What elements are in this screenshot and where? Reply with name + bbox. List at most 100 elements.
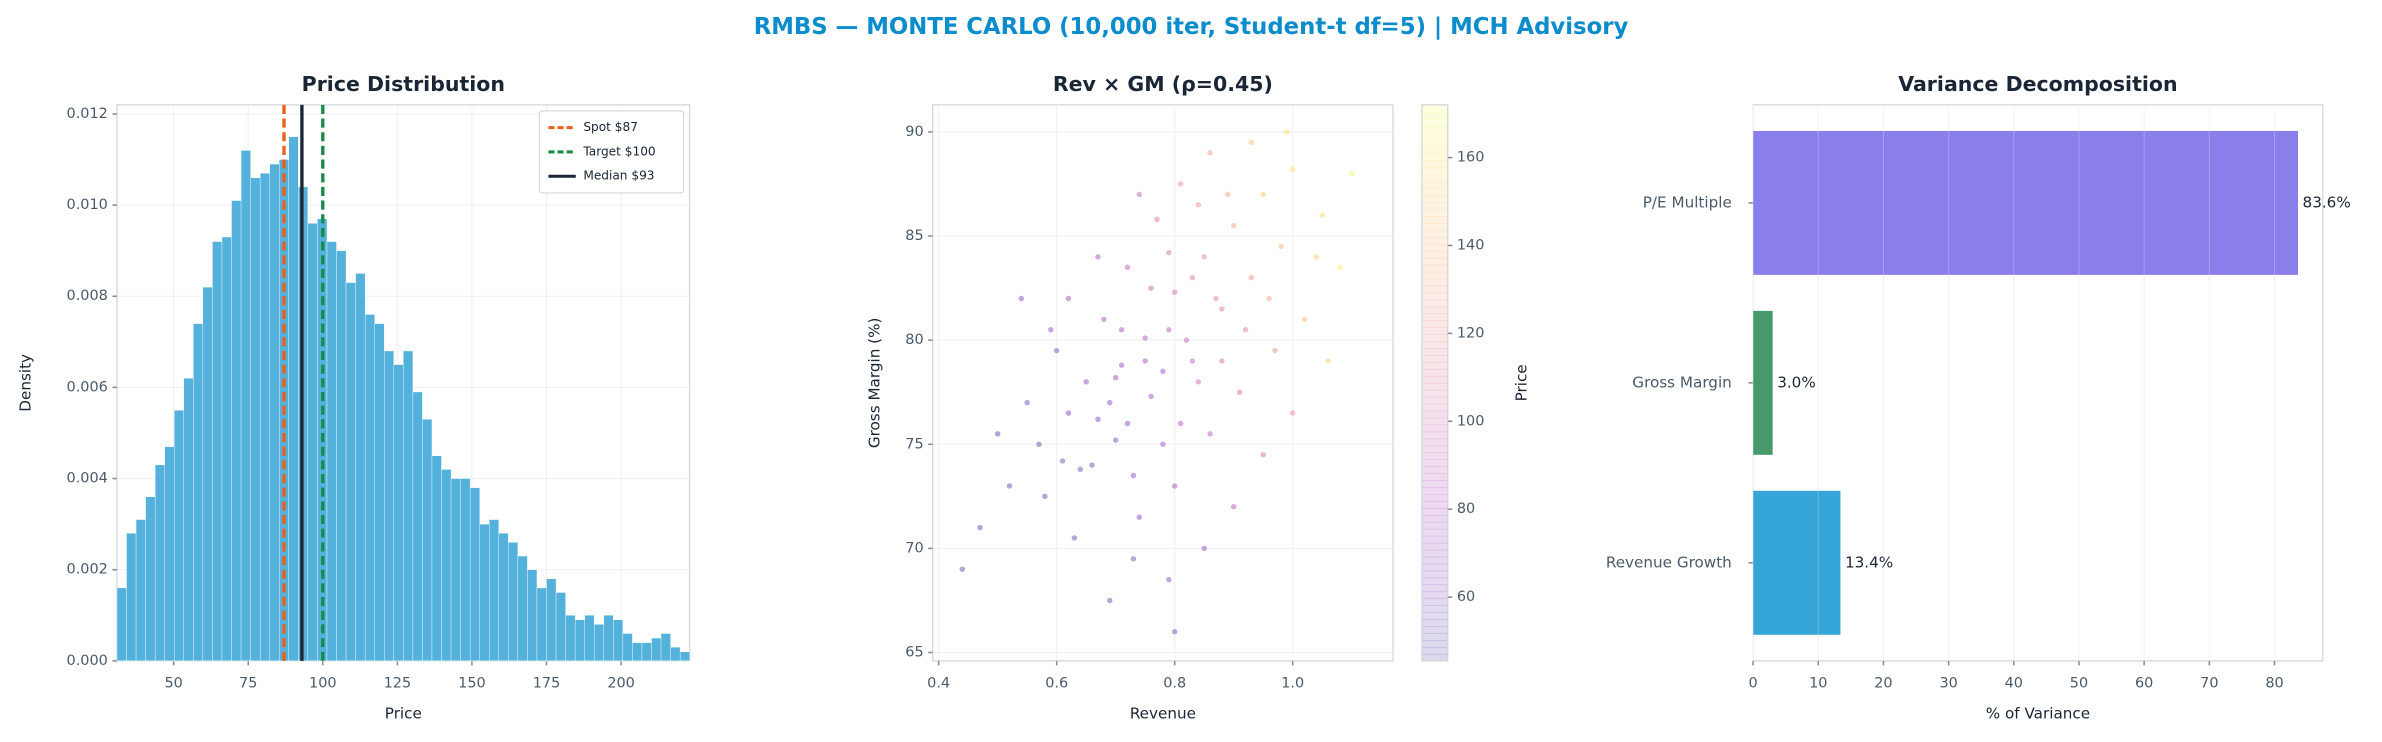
y-tick-label: 65 <box>905 645 923 661</box>
data-label: 83.6% <box>2303 193 2351 211</box>
colorbar-segment <box>1421 494 1448 502</box>
scatter-point <box>1171 289 1178 295</box>
scatter-point <box>1101 316 1107 323</box>
colorbar-segment <box>1421 438 1448 447</box>
histogram-bar <box>364 314 375 662</box>
colorbar-tick-label: 160 <box>1457 150 1485 166</box>
colorbar-segment <box>1421 146 1448 155</box>
colorbar-tick-label: 80 <box>1457 501 1475 517</box>
scatter-point <box>1107 399 1113 406</box>
scatter-point <box>1289 410 1296 416</box>
scatter-point <box>1118 327 1125 333</box>
colorbar-segment <box>1421 480 1448 488</box>
colorbar-segment <box>1421 264 1448 273</box>
x-tick-label: 40 <box>2005 676 2023 692</box>
colorbar-segment <box>1421 368 1448 377</box>
colorbar-segment <box>1421 410 1448 419</box>
y-tick-label: 70 <box>905 540 923 556</box>
histogram-bar <box>193 323 204 662</box>
colorbar-segment <box>1421 174 1448 183</box>
histogram-bar <box>135 519 146 662</box>
colorbar-segment <box>1421 646 1448 655</box>
y-tick-label: 0.006 <box>67 379 108 395</box>
colorbar-segment <box>1421 591 1448 600</box>
chart-title: Rev × GM (ρ=0.45) <box>1053 72 1273 96</box>
scatter-point <box>1230 222 1237 229</box>
scatter-point <box>1071 535 1078 541</box>
scatter-point <box>1207 431 1213 437</box>
histogram-bar <box>154 464 165 662</box>
scatter-point <box>1112 437 1119 443</box>
scatter-point <box>1083 379 1089 385</box>
scatter-point <box>1059 458 1066 464</box>
y-tick-label: Gross Margin <box>1632 373 1732 391</box>
histogram-bar <box>584 615 595 662</box>
scatter-point <box>1219 306 1225 312</box>
colorbar-segment <box>1421 348 1448 356</box>
scatter-point <box>1349 170 1355 177</box>
scatter-point <box>1065 410 1072 416</box>
bar <box>1753 130 2298 275</box>
colorbar-segment <box>1421 236 1448 245</box>
y-tick-label: 85 <box>905 228 923 244</box>
histogram-bar <box>660 633 671 662</box>
legend-box <box>538 110 685 194</box>
colorbar-segment <box>1421 626 1448 634</box>
colorbar-segment <box>1421 403 1448 412</box>
histogram-bar <box>632 642 643 662</box>
histogram-bar <box>613 619 624 662</box>
x-tick-label: 0.8 <box>1163 676 1186 692</box>
histogram-bar <box>212 241 223 662</box>
x-tick-label: 75 <box>239 676 257 692</box>
histogram-bar <box>403 350 414 662</box>
scatter-point <box>1166 249 1172 256</box>
colorbar-segment <box>1421 514 1448 523</box>
colorbar-segment <box>1421 487 1448 495</box>
colorbar-segment <box>1421 250 1448 259</box>
colorbar-segment <box>1421 195 1448 203</box>
scatter-point <box>1177 181 1184 187</box>
histogram-bar <box>422 419 433 662</box>
x-tick-label: 150 <box>458 676 486 692</box>
histogram-bar <box>288 136 299 662</box>
x-axis-label: % of Variance <box>1986 705 2090 723</box>
histogram-bar <box>231 200 242 662</box>
scatter-point <box>1065 295 1072 302</box>
colorbar-segment <box>1421 216 1448 224</box>
colorbar-segment <box>1421 389 1448 398</box>
colorbar-segment <box>1421 549 1448 558</box>
colorbar-segment <box>1421 452 1448 461</box>
x-tick-label: 0 <box>1748 676 1757 692</box>
histogram-bar <box>555 592 566 662</box>
scatter-point <box>1130 472 1137 479</box>
scatter-point <box>1112 374 1119 381</box>
x-tick-label: 200 <box>607 676 635 692</box>
suptitle: RMBS — MONTE CARLO (10,000 iter, Student… <box>754 14 1629 40</box>
colorbar-frame <box>1421 104 1449 662</box>
scatter-point <box>1095 254 1101 260</box>
histogram-bar <box>527 569 538 662</box>
colorbar-segment <box>1421 285 1448 294</box>
y-axis-label: Gross Margin (%) <box>866 318 884 449</box>
colorbar-segment <box>1421 209 1448 217</box>
histogram-bar <box>240 150 251 662</box>
histogram-bar <box>679 651 690 662</box>
scatter-point <box>977 524 983 531</box>
scatter-point <box>1160 441 1166 448</box>
histogram-bar <box>536 587 547 662</box>
colorbar-segment <box>1421 570 1448 579</box>
legend-label: Target $100 <box>582 144 655 158</box>
scatter-point <box>1260 191 1266 198</box>
scatter-point <box>1124 264 1131 271</box>
scatter-point <box>1207 150 1213 156</box>
histogram-bar <box>431 455 442 662</box>
colorbar-segment <box>1421 382 1448 391</box>
colorbar-segment <box>1421 257 1448 266</box>
y-tick-label: 80 <box>905 332 923 348</box>
scatter-point <box>1042 493 1048 500</box>
histogram-bar <box>174 410 184 662</box>
x-axis-label: Revenue <box>1130 705 1196 723</box>
y-tick-label: Revenue Growth <box>1606 553 1732 571</box>
x-tick-label: 50 <box>2070 676 2088 692</box>
colorbar-segment <box>1421 424 1448 433</box>
